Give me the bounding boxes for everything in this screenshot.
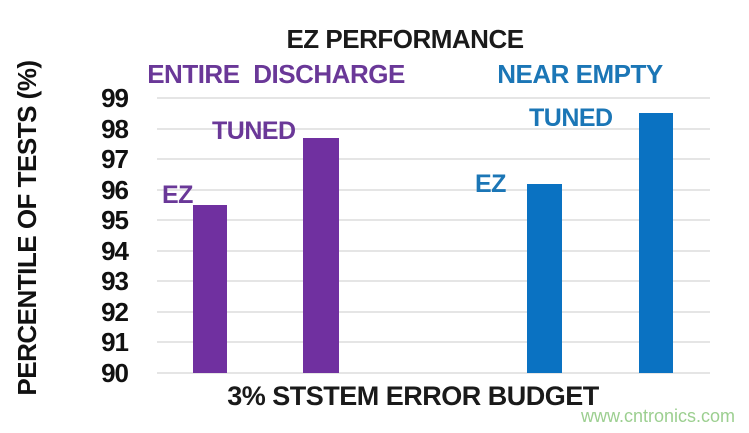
y-tick-label: 90: [101, 358, 129, 388]
y-axis-tick-labels: 90 91 92 93 94 95 96 97 98 99: [58, 85, 129, 386]
y-tick-label: 93: [101, 266, 129, 297]
gridline: [157, 280, 710, 283]
gridline: [157, 372, 710, 374]
bar-label-near-empty-tuned: TUNED: [529, 104, 613, 132]
y-tick-label: 95: [101, 205, 129, 236]
bar-near-empty-ez: [527, 183, 562, 373]
gridline: [157, 219, 710, 222]
x-axis-title: 3% STSTEM ERROR BUDGET: [227, 381, 599, 411]
y-tick-label: 92: [101, 296, 129, 327]
y-tick-label: 91: [101, 327, 129, 358]
y-tick-label: 94: [101, 235, 129, 266]
bar-label-entire-discharge-tuned: TUNED: [212, 117, 296, 145]
plot-area: [157, 97, 710, 374]
gridline: [157, 127, 710, 130]
y-axis-title: PERCENTILE OF TESTS (%): [12, 60, 42, 396]
gridline: [157, 341, 710, 344]
group-label-near-empty: NEAR EMPTY: [497, 59, 663, 89]
y-tick-label: 98: [101, 113, 129, 144]
y-tick-label: 96: [101, 174, 129, 205]
y-tick-label: 97: [101, 144, 129, 175]
bar-entire-discharge-tuned: [303, 137, 339, 373]
chart-title: EZ PERFORMANCE: [286, 24, 524, 54]
gridline: [157, 97, 710, 99]
bar-label-near-empty-ez: EZ: [475, 170, 506, 198]
bar-near-empty-tuned: [639, 113, 673, 373]
gridline: [157, 310, 710, 313]
gridline: [157, 158, 710, 161]
y-tick-label: 99: [101, 83, 129, 113]
group-label-entire-discharge: ENTIRE DISCHARGE: [147, 59, 405, 89]
gridline: [157, 249, 710, 252]
gridline: [157, 188, 710, 191]
bar-entire-discharge-ez: [193, 204, 227, 373]
bar-label-entire-discharge-ez: EZ: [162, 181, 193, 209]
watermark-text: www.cntronics.com: [580, 406, 735, 426]
